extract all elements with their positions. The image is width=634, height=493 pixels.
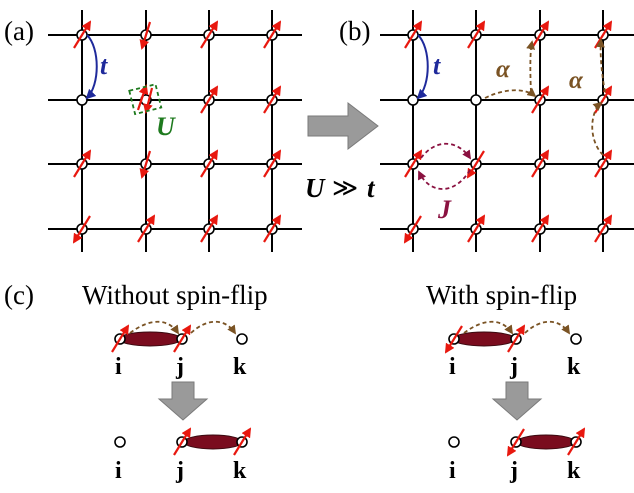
section-title-right: With spin-flip bbox=[426, 280, 577, 310]
hop-arrow-b bbox=[416, 34, 429, 100]
site-label-j-right-bottom: j bbox=[509, 458, 518, 484]
panel-c: (c) Without spin-flip With spin-flip i j… bbox=[4, 280, 586, 484]
alpha-label-right: α bbox=[569, 67, 584, 94]
exchange-loop bbox=[418, 142, 471, 190]
transition: U ≫ t bbox=[305, 101, 379, 203]
right-top-row bbox=[444, 320, 582, 354]
site-label-i-right-bottom: i bbox=[449, 458, 456, 484]
site-label-i-left-bottom: i bbox=[115, 458, 122, 484]
left-top-row bbox=[111, 320, 248, 353]
condition-t: t bbox=[367, 173, 376, 203]
site-label-k-left-bottom: k bbox=[233, 458, 247, 484]
site-label-i-left-top: i bbox=[115, 354, 122, 380]
hop-arrow-a bbox=[85, 34, 98, 100]
site-label-k-left-top: k bbox=[233, 354, 247, 380]
section-title-left: Without spin-flip bbox=[82, 280, 268, 310]
site-label-j-right-top: j bbox=[509, 354, 518, 380]
spins-a bbox=[72, 20, 282, 244]
down-arrow-left bbox=[157, 381, 209, 421]
right-bottom-row bbox=[448, 427, 586, 457]
site-label-j-left-top: j bbox=[175, 354, 184, 380]
down-arrow-right bbox=[491, 381, 543, 421]
panel-b: (b) bbox=[339, 10, 634, 252]
onsite-box bbox=[128, 83, 163, 116]
condition-relation: ≫ bbox=[332, 175, 358, 202]
alpha-label-left: α bbox=[496, 56, 511, 83]
onsite-U-label: U bbox=[156, 112, 176, 141]
site-label-i-right-top: i bbox=[449, 354, 456, 380]
lattice-b bbox=[380, 10, 634, 252]
site-label-k-right-top: k bbox=[567, 354, 581, 380]
panel-b-label: (b) bbox=[339, 16, 370, 46]
site-label-j-left-bottom: j bbox=[175, 458, 184, 484]
lattice-a bbox=[48, 10, 302, 252]
site-label-k-right-bottom: k bbox=[567, 458, 581, 484]
panel-a: (a) bbox=[4, 10, 302, 252]
condition-U: U bbox=[305, 173, 326, 203]
panel-c-label: (c) bbox=[4, 280, 34, 310]
alpha-arrows bbox=[484, 38, 606, 156]
transition-arrow bbox=[307, 101, 379, 151]
panel-a-label: (a) bbox=[4, 16, 34, 46]
hop-t-label-b: t bbox=[433, 51, 441, 80]
hop-t-label-a: t bbox=[100, 51, 108, 80]
exchange-J-label: J bbox=[437, 195, 452, 224]
left-bottom-row bbox=[114, 427, 252, 456]
